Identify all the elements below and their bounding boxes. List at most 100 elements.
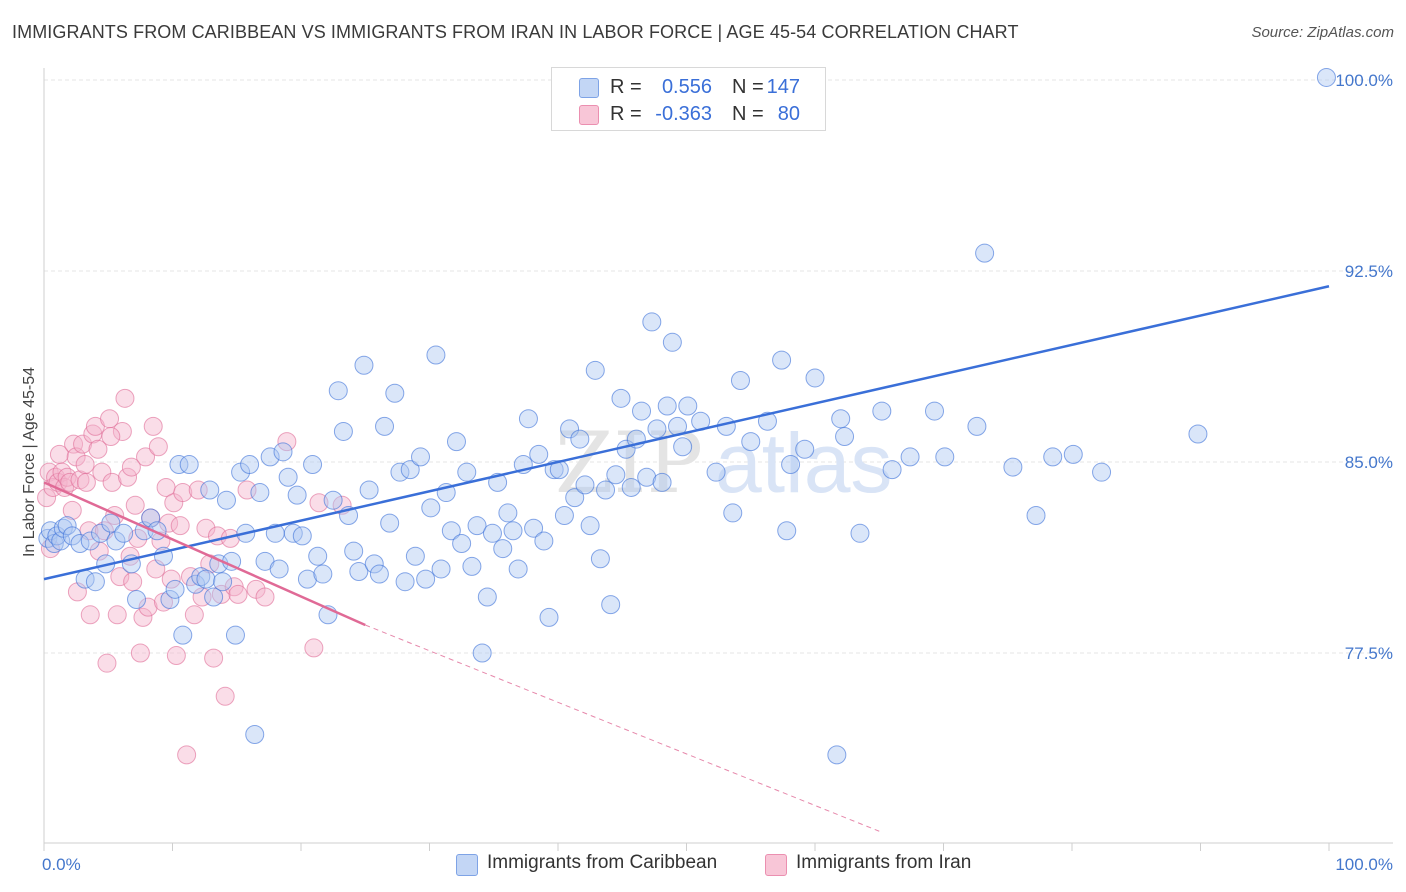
- caribbean-point: [482, 523, 502, 543]
- iran-trend-extension: [365, 624, 880, 832]
- watermark: ZIP atlas: [555, 414, 892, 512]
- caribbean-point: [57, 516, 77, 536]
- iran-n-value: 80: [777, 103, 800, 125]
- caribbean-point: [524, 518, 544, 538]
- caribbean-point: [827, 745, 847, 765]
- caribbean-point: [323, 490, 343, 510]
- iran-point: [159, 513, 179, 533]
- caribbean-point: [344, 541, 364, 561]
- iran-point: [170, 516, 190, 536]
- caribbean-point: [637, 467, 657, 487]
- iran-point: [75, 455, 95, 475]
- caribbean-point: [369, 564, 389, 584]
- caribbean-point: [872, 401, 892, 421]
- caribbean-point: [575, 475, 595, 495]
- caribbean-point: [85, 572, 105, 592]
- caribbean-point: [297, 569, 317, 589]
- caribbean-point: [757, 411, 777, 431]
- caribbean-point: [467, 516, 487, 536]
- caribbean-point: [395, 572, 415, 592]
- caribbean-point: [835, 427, 855, 447]
- caribbean-point: [169, 455, 189, 475]
- iran-point: [118, 467, 138, 487]
- caribbean-r-label: R =: [610, 76, 642, 98]
- iran-point: [143, 416, 163, 436]
- caribbean-point: [570, 429, 590, 449]
- caribbean-point: [216, 490, 236, 510]
- iran-point: [304, 638, 324, 658]
- iran-point: [92, 462, 112, 482]
- caribbean-point: [632, 401, 652, 421]
- y-axis-title: In Labor Force | Age 45-54: [21, 367, 38, 557]
- caribbean-point: [967, 416, 987, 436]
- caribbean-point: [554, 505, 574, 525]
- caribbean-point: [196, 569, 216, 589]
- caribbean-point: [213, 572, 233, 592]
- caribbean-point: [508, 559, 528, 579]
- caribbean-point: [47, 526, 67, 546]
- caribbean-point: [580, 516, 600, 536]
- caribbean-point: [441, 521, 461, 541]
- legend-row-caribbean: R = 0.556 N = 147: [552, 73, 825, 101]
- source-label: Source: ZipAtlas.com: [1251, 24, 1394, 41]
- caribbean-point: [585, 360, 605, 380]
- iran-point: [204, 648, 224, 668]
- caribbean-point: [364, 554, 384, 574]
- caribbean-point: [772, 350, 792, 370]
- caribbean-point: [106, 531, 126, 551]
- caribbean-point: [405, 546, 425, 566]
- y-tick-label: 92.5%: [1345, 262, 1393, 281]
- iran-point: [133, 607, 153, 627]
- iran-point: [112, 421, 132, 441]
- caribbean-point: [673, 437, 693, 457]
- caribbean-r-value: 0.556: [661, 76, 712, 98]
- iran-point: [123, 572, 143, 592]
- caribbean-point: [1316, 67, 1336, 87]
- iran-point: [110, 567, 130, 587]
- caribbean-point: [101, 513, 121, 533]
- iran-swatch: [579, 105, 599, 125]
- caribbean-point: [601, 595, 621, 615]
- caribbean-point: [292, 526, 312, 546]
- iran-point: [196, 518, 216, 538]
- caribbean-point: [831, 409, 851, 429]
- caribbean-point: [590, 549, 610, 569]
- bottom-iran-swatch: [765, 854, 787, 876]
- caribbean-point: [446, 432, 466, 452]
- caribbean-point: [565, 488, 585, 508]
- caribbean-point: [706, 462, 726, 482]
- caribbean-point: [493, 539, 513, 559]
- caribbean-point: [349, 562, 369, 582]
- caribbean-point: [462, 556, 482, 576]
- legend-row-iran: R = -0.363 N = 80: [552, 100, 825, 128]
- caribbean-point: [204, 587, 224, 607]
- correlation-legend: R = 0.556 N = 147 R = -0.363 N = 80: [551, 67, 826, 131]
- caribbean-point: [354, 355, 374, 375]
- watermark-atlas: atlas: [715, 416, 892, 510]
- iran-point: [161, 569, 181, 589]
- caribbean-point: [416, 569, 436, 589]
- caribbean-point: [179, 455, 199, 475]
- caribbean-swatch: [579, 78, 599, 98]
- bottom-iran-label: Immigrants from Iran: [796, 852, 972, 873]
- caribbean-point: [452, 533, 472, 553]
- iran-point: [130, 643, 150, 663]
- caribbean-point: [975, 243, 995, 263]
- caribbean-point: [431, 559, 451, 579]
- iran-point: [215, 686, 235, 706]
- caribbean-point: [328, 381, 348, 401]
- caribbean-point: [518, 409, 538, 429]
- caribbean-point: [900, 447, 920, 467]
- iran-point: [52, 462, 72, 482]
- caribbean-point: [1043, 447, 1063, 467]
- trend-lines: [43, 285, 1330, 832]
- y-tick-label: 77.5%: [1345, 644, 1393, 663]
- caribbean-point: [777, 521, 797, 541]
- caribbean-point: [225, 625, 245, 645]
- bottom-caribbean-label: Immigrants from Caribbean: [487, 852, 718, 873]
- caribbean-point: [741, 432, 761, 452]
- caribbean-n-value: 147: [766, 76, 800, 98]
- iran-point: [101, 427, 121, 447]
- axis-labels: 77.5% 85.0% 92.5% 100.0% 0.0% 100.0% In Labor …: [21, 71, 1393, 874]
- iran-point: [166, 646, 186, 666]
